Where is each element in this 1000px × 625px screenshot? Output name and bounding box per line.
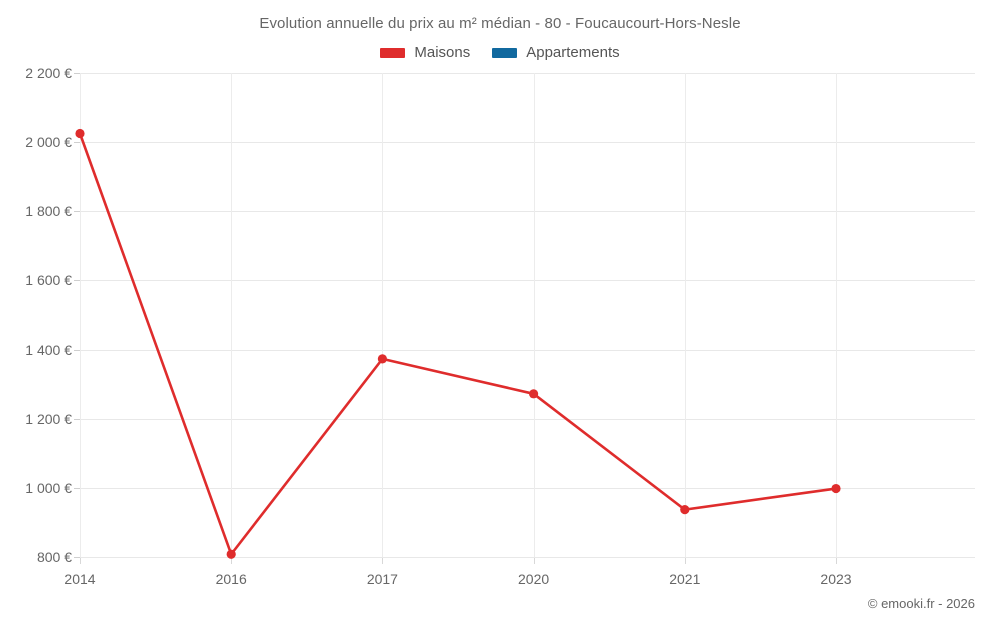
legend-label-maisons: Maisons <box>414 44 471 61</box>
x-axis-tick-label: 2016 <box>215 571 247 587</box>
y-axis-tick-mark <box>74 73 80 74</box>
y-axis-tick-mark <box>74 349 80 351</box>
y-axis-tick-mark <box>74 280 80 282</box>
legend-item-appartements[interactable]: Appartements <box>492 44 620 61</box>
y-axis-tick-label: 1 200 € <box>25 410 72 427</box>
y-axis-tick-mark <box>74 557 80 558</box>
legend-item-maisons[interactable]: Maisons <box>380 44 470 61</box>
chart-title: Evolution annuelle du prix au m² médian … <box>259 15 741 32</box>
x-axis-tick-mark <box>80 557 81 564</box>
gridline-horizontal <box>80 73 975 74</box>
x-axis-tick-mark <box>533 557 535 564</box>
x-axis-tick-mark <box>231 557 233 564</box>
y-axis-tick-label: 1 000 € <box>25 479 72 496</box>
x-axis-tick-label: 2021 <box>669 571 701 587</box>
x-axis-tick-mark <box>684 557 686 564</box>
y-axis-tick-mark <box>74 211 80 213</box>
gridline-vertical <box>382 73 384 557</box>
gridline-horizontal <box>80 557 975 558</box>
gridline-horizontal <box>80 142 975 144</box>
data-point-marker[interactable] <box>529 389 539 399</box>
y-axis-tick-label: 2 200 € <box>25 65 72 81</box>
gridline-horizontal <box>80 418 975 420</box>
gridline-vertical <box>231 73 233 557</box>
gridline-vertical <box>836 73 837 557</box>
data-point-marker[interactable] <box>680 505 690 515</box>
plot-area <box>75 73 975 559</box>
gridline-horizontal <box>80 280 975 282</box>
data-point-marker[interactable] <box>226 549 236 559</box>
gridline-vertical <box>80 73 81 557</box>
legend-swatch-maisons <box>380 47 406 58</box>
data-point-marker[interactable] <box>831 483 841 494</box>
y-axis-tick-label: 1 400 € <box>25 341 72 358</box>
gridline-vertical <box>684 73 686 557</box>
y-axis-tick-label: 1 600 € <box>25 272 72 289</box>
data-point-marker[interactable] <box>377 354 387 364</box>
x-axis-tick-label: 2023 <box>820 571 852 587</box>
y-axis-tick-label: 800 € <box>36 549 72 565</box>
y-axis-tick-label: 2 000 € <box>25 134 72 151</box>
x-axis-tick-label: 2014 <box>64 571 96 587</box>
y-axis-tick-label: 1 800 € <box>25 203 72 220</box>
x-axis-tick-mark <box>836 557 837 564</box>
x-axis-tick-mark <box>382 557 384 564</box>
x-axis-tick-label: 2017 <box>366 571 398 587</box>
x-axis-tick-label: 2020 <box>518 571 550 587</box>
legend-swatch-appartements <box>492 47 518 58</box>
gridline-horizontal <box>80 487 975 489</box>
legend-label-appartements: Appartements <box>526 44 620 61</box>
gridline-vertical <box>533 73 535 557</box>
series-layer <box>75 128 841 559</box>
data-point-marker[interactable] <box>75 128 85 139</box>
y-axis-tick-mark <box>74 487 80 489</box>
gridline-horizontal <box>80 349 975 351</box>
y-axis-tick-mark <box>74 418 80 420</box>
footer-credit: © emooki.fr - 2026 <box>867 596 975 611</box>
chart-legend: Maisons Appartements <box>0 44 1000 61</box>
gridline-horizontal <box>80 211 975 213</box>
y-axis-tick-mark <box>74 142 80 144</box>
series-line-maisons <box>78 132 838 556</box>
